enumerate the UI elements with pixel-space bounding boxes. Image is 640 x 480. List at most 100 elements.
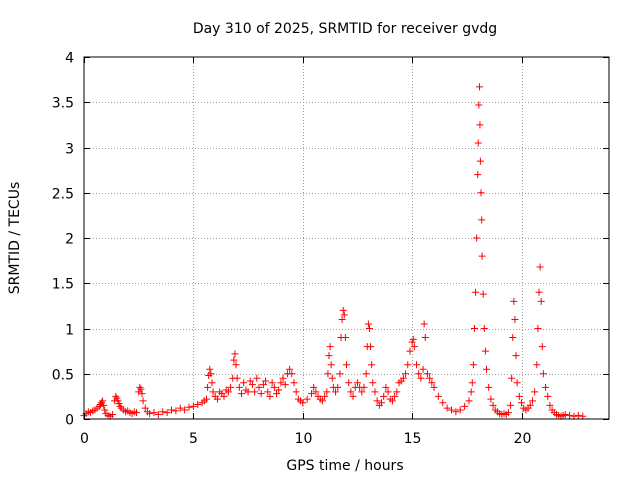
data-point [360, 383, 368, 391]
data-point [112, 392, 120, 400]
data-point [332, 388, 340, 396]
data-point [470, 325, 478, 332]
data-point [231, 350, 239, 358]
data-point [476, 83, 483, 91]
data-point [472, 288, 480, 296]
data-point [288, 370, 296, 378]
data-point [391, 392, 399, 400]
data-point [318, 397, 326, 405]
y-tick-label: 2.5 [52, 187, 74, 203]
data-point [476, 121, 484, 129]
y-tick-label: 2 [65, 232, 74, 248]
data-point [262, 377, 270, 385]
data-point [481, 347, 489, 355]
x-tick-label: 15 [404, 431, 422, 447]
data-point [343, 361, 350, 369]
data-point [203, 395, 210, 403]
x-tick-label: 0 [80, 431, 89, 447]
data-point [410, 343, 418, 351]
data-point [279, 374, 287, 382]
data-point [413, 361, 420, 369]
data-point [373, 397, 381, 405]
data-point [533, 361, 541, 369]
data-point [428, 379, 436, 387]
data-point [324, 370, 332, 378]
data-point [480, 325, 488, 332]
data-point [268, 379, 276, 387]
data-point [340, 311, 348, 319]
data-point [345, 379, 353, 387]
data-point [406, 347, 414, 355]
data-point [248, 381, 256, 389]
data-point [281, 381, 289, 389]
data-point [227, 383, 235, 391]
data-point [512, 352, 520, 360]
data-point [206, 365, 214, 373]
data-point [364, 320, 372, 328]
y-tick-label: 4 [65, 51, 74, 67]
y-tick-label: 1.5 [52, 277, 74, 293]
data-point [538, 343, 546, 351]
data-point [244, 388, 252, 396]
data-point [367, 343, 375, 351]
data-point [240, 379, 248, 387]
data-point [479, 290, 487, 298]
data-point [546, 401, 554, 409]
data-point [136, 383, 144, 391]
data-point [478, 252, 486, 260]
data-point [369, 379, 377, 387]
data-point [452, 408, 460, 416]
x-tick-label: 20 [514, 431, 532, 447]
data-point [574, 411, 582, 419]
data-point [96, 401, 104, 409]
data-point [257, 390, 265, 398]
data-point [421, 334, 429, 342]
data-point [430, 383, 438, 391]
data-point [259, 381, 267, 389]
data-point [154, 410, 162, 418]
data-point [393, 388, 401, 396]
data-point [100, 401, 108, 409]
data-point [325, 352, 333, 360]
data-point [388, 397, 396, 405]
data-point [539, 370, 547, 378]
data-point [213, 395, 221, 403]
x-tick-label: 10 [295, 431, 313, 447]
data-point [487, 395, 495, 403]
data-point [477, 189, 485, 197]
data-point [474, 139, 482, 147]
data-point [536, 263, 544, 271]
data-point [339, 306, 347, 314]
data-point [513, 379, 521, 387]
data-point [204, 383, 212, 391]
data-point [510, 297, 518, 305]
data-point [341, 334, 349, 342]
data-point [133, 409, 140, 417]
data-point [146, 410, 154, 418]
data-point [362, 370, 370, 378]
data-point [419, 365, 427, 373]
data-point [508, 374, 516, 382]
ticks-layer: 0 0.5 1 1.5 2 2.5 3 3.5 4 0 5 10 15 20 [52, 51, 609, 447]
data-point [255, 383, 263, 391]
data-point [266, 392, 274, 400]
data-point [566, 411, 574, 419]
data-point [326, 343, 334, 351]
data-point [334, 383, 342, 391]
data-point [542, 383, 550, 391]
data-point [139, 397, 147, 405]
data-point [473, 234, 481, 242]
data-point [465, 397, 473, 405]
data-point [474, 171, 482, 179]
data-point [515, 392, 523, 400]
data-point [275, 386, 283, 394]
y-axis-label: SRMTID / TECUs [7, 182, 23, 295]
data-point [443, 404, 451, 412]
data-point [138, 390, 146, 398]
y-tick-label: 1 [65, 323, 74, 339]
data-point [365, 325, 373, 332]
data-point [95, 402, 103, 410]
data-point [194, 401, 202, 409]
data-point [509, 334, 517, 342]
data-point [504, 409, 512, 417]
